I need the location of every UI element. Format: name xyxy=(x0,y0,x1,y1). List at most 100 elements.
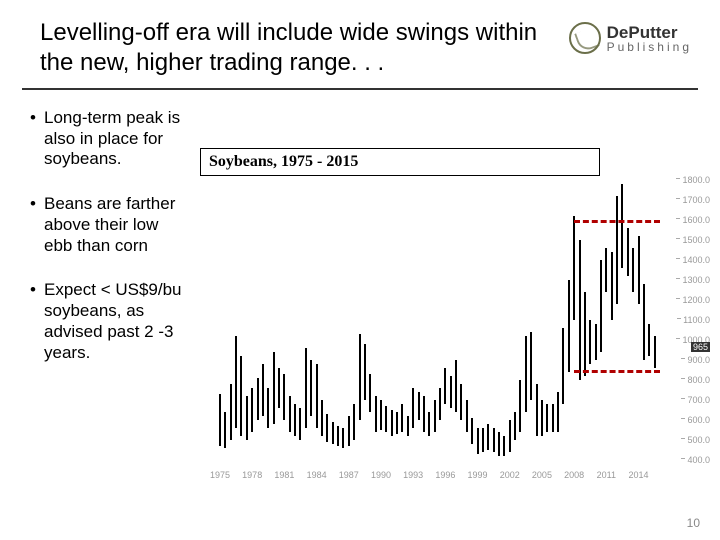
price-bar xyxy=(369,374,371,412)
x-tick-label: 1975 xyxy=(210,470,230,480)
x-tick-label: 1999 xyxy=(468,470,488,480)
price-bar xyxy=(568,280,570,372)
price-bar xyxy=(407,416,409,436)
price-bar xyxy=(514,412,516,440)
y-tick-label: 800.0 xyxy=(681,375,710,385)
price-bar xyxy=(310,360,312,416)
price-bar xyxy=(503,436,505,456)
price-bar xyxy=(616,196,618,304)
price-bar xyxy=(428,412,430,436)
bullet-list: Long-term peak is also in place for soyb… xyxy=(30,108,190,387)
slide: Levelling-off era will include wide swin… xyxy=(0,0,720,540)
price-bar xyxy=(632,248,634,292)
page-number: 10 xyxy=(687,516,700,530)
price-bar xyxy=(536,384,538,436)
price-bar xyxy=(466,400,468,432)
x-tick-label: 1978 xyxy=(242,470,262,480)
title-underline xyxy=(22,88,698,90)
x-tick-label: 1981 xyxy=(274,470,294,480)
slide-title-text: Levelling-off era will include wide swin… xyxy=(40,18,550,78)
bullet-item: Long-term peak is also in place for soyb… xyxy=(30,108,190,170)
bullet-item: Beans are farther above their low ebb th… xyxy=(30,194,190,256)
price-bar xyxy=(359,334,361,420)
price-bar xyxy=(348,416,350,446)
y-tick-label: 1500.0 xyxy=(676,235,710,245)
bullet-item: Expect < US$9/bu soybeans, as advised pa… xyxy=(30,280,190,363)
price-bar xyxy=(562,328,564,404)
price-bar xyxy=(600,260,602,352)
price-bar xyxy=(246,396,248,440)
x-tick-label: 2014 xyxy=(629,470,649,480)
price-bar xyxy=(643,284,645,360)
x-tick-label: 1993 xyxy=(403,470,423,480)
price-bar xyxy=(235,336,237,428)
price-bar xyxy=(364,344,366,400)
price-bar xyxy=(412,388,414,428)
price-bar xyxy=(450,376,452,408)
price-bar xyxy=(316,364,318,428)
price-bar xyxy=(648,324,650,356)
price-bar xyxy=(471,418,473,444)
price-bar xyxy=(278,368,280,408)
price-bar xyxy=(460,384,462,420)
publisher-logo-line1: DePutter xyxy=(607,24,692,41)
y-current-price-marker: 965 xyxy=(691,342,710,352)
price-bar xyxy=(418,392,420,420)
price-bar xyxy=(509,420,511,452)
y-tick-label: 500.0 xyxy=(681,435,710,445)
price-bar xyxy=(482,428,484,452)
y-tick-label: 1100.0 xyxy=(677,315,710,325)
price-bar xyxy=(332,422,334,444)
price-bar xyxy=(219,394,221,446)
price-bar xyxy=(273,352,275,424)
y-tick-label: 1200.0 xyxy=(676,295,710,305)
y-tick-label: 700.0 xyxy=(681,395,710,405)
x-tick-label: 2005 xyxy=(532,470,552,480)
price-bar xyxy=(326,414,328,442)
x-tick-label: 1996 xyxy=(435,470,455,480)
x-tick-label: 2011 xyxy=(597,470,616,480)
chart-x-axis: 1975197819811984198719901993199619992002… xyxy=(220,466,660,480)
price-bar xyxy=(493,428,495,452)
chart-container: Soybeans, 1975 - 2015 1800.01700.01600.0… xyxy=(200,148,710,480)
price-bar xyxy=(375,396,377,432)
price-bar xyxy=(439,388,441,420)
price-bar xyxy=(546,404,548,432)
y-tick-label: 900.0 xyxy=(681,355,710,365)
price-bar xyxy=(321,400,323,436)
trading-range-line xyxy=(574,220,660,223)
publisher-logo-text: DePutter Publishing xyxy=(607,24,692,53)
price-bar xyxy=(230,384,232,440)
price-bar xyxy=(579,240,581,380)
publisher-logo-icon xyxy=(569,22,601,54)
y-tick-label: 1400.0 xyxy=(676,255,710,265)
price-bar xyxy=(595,324,597,360)
price-bar xyxy=(589,320,591,364)
price-bar xyxy=(337,426,339,446)
price-bar xyxy=(525,336,527,412)
publisher-logo-line2: Publishing xyxy=(607,41,692,53)
x-tick-label: 2002 xyxy=(500,470,520,480)
y-tick-label: 1300.0 xyxy=(676,275,710,285)
price-bar xyxy=(487,424,489,450)
trading-range-line xyxy=(574,370,660,373)
price-bar xyxy=(257,378,259,420)
price-bar xyxy=(455,360,457,412)
price-bar xyxy=(267,388,269,428)
chart: 1800.01700.01600.01500.01400.01300.01200… xyxy=(200,180,710,480)
price-bar xyxy=(391,410,393,436)
x-tick-label: 2008 xyxy=(564,470,584,480)
price-bar xyxy=(541,400,543,436)
price-bar xyxy=(380,400,382,430)
price-bar xyxy=(305,348,307,428)
y-tick-label: 600.0 xyxy=(681,415,710,425)
x-tick-label: 1984 xyxy=(307,470,327,480)
price-bar xyxy=(627,228,629,276)
y-tick-label: 1600.0 xyxy=(676,215,710,225)
x-tick-label: 1990 xyxy=(371,470,391,480)
price-bar xyxy=(605,248,607,292)
price-bar xyxy=(434,400,436,432)
price-bar xyxy=(224,412,226,448)
price-bar xyxy=(621,184,623,268)
price-bar xyxy=(396,412,398,434)
